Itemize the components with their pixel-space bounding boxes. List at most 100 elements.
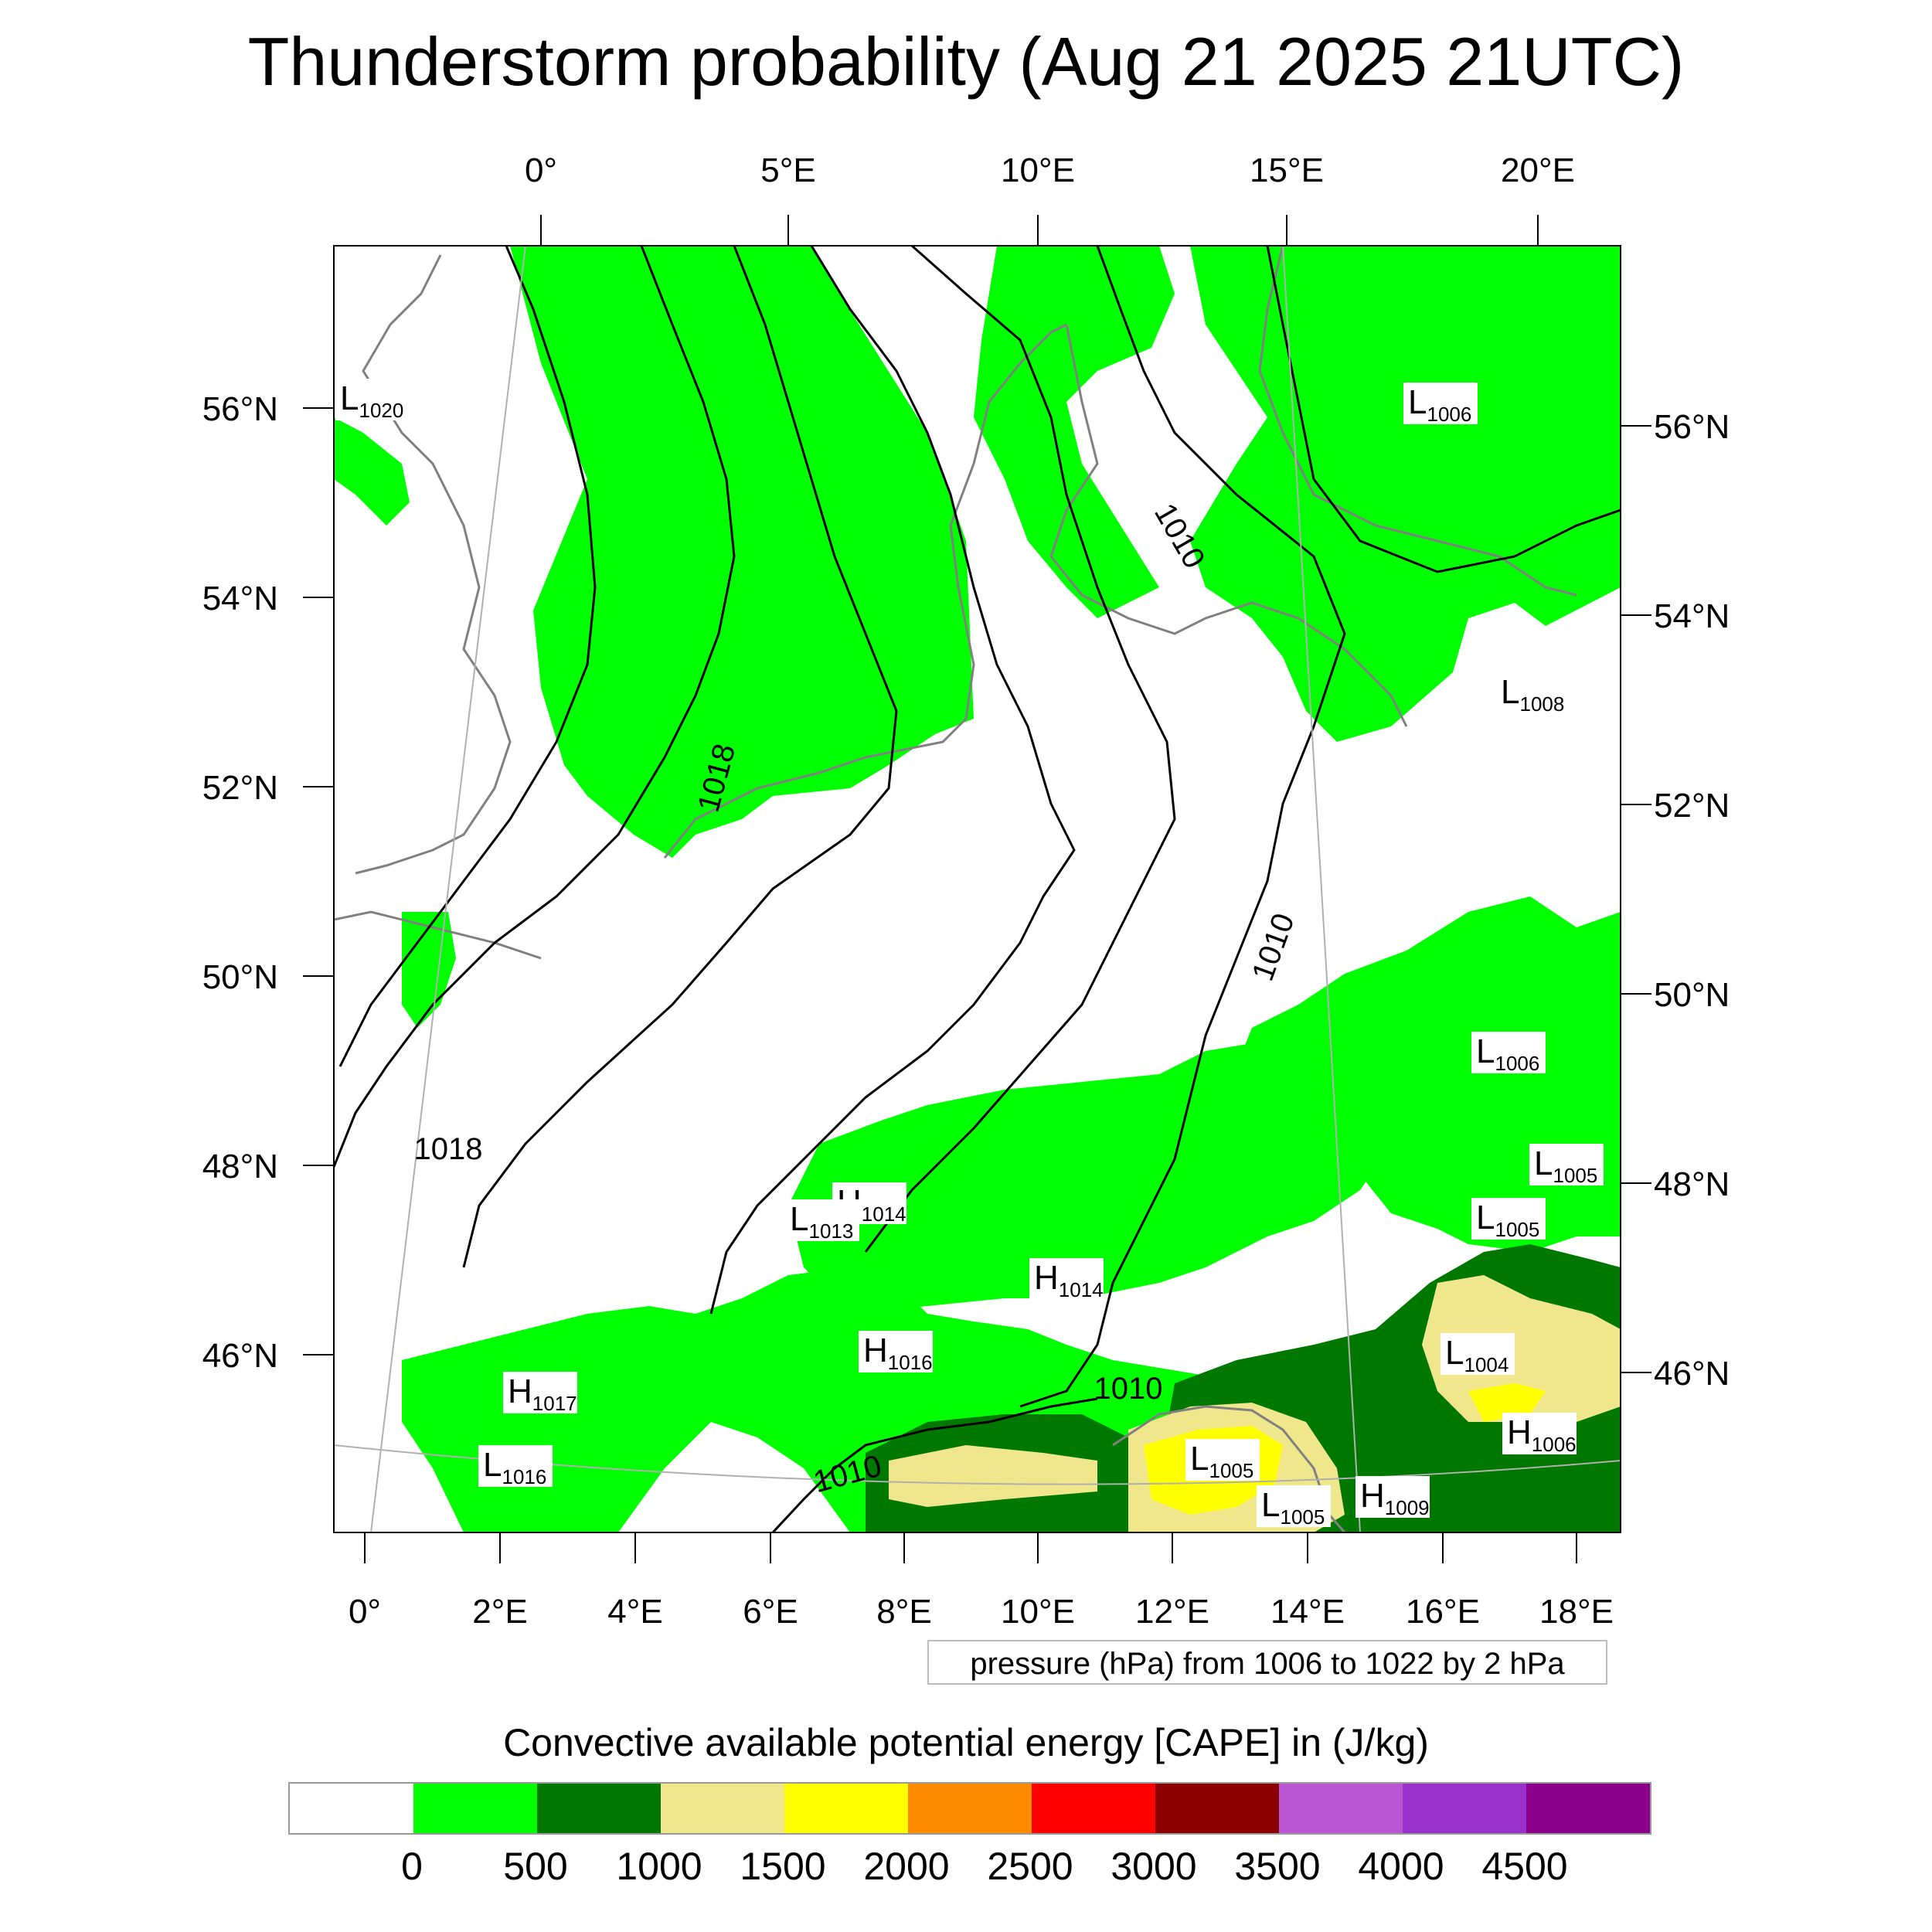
- top-lon-label: 10°E: [1001, 151, 1075, 189]
- colorbar-label: 1500: [740, 1845, 826, 1888]
- pressure-center-l: L1004: [1445, 1334, 1509, 1376]
- top-lon-label: 20°E: [1501, 151, 1575, 189]
- coastline-baltic-east: [1258, 246, 1577, 597]
- right-lat-label: 54°N: [1654, 597, 1730, 635]
- isobar-1016: [462, 246, 898, 1268]
- left-lat-label: 48°N: [202, 1148, 278, 1185]
- colorbar-box: [290, 1784, 413, 1833]
- pressure-center-box: [1355, 1476, 1430, 1518]
- colorbar-box: [537, 1784, 661, 1833]
- axis-ticks: [303, 215, 1651, 1563]
- pressure-center-h: H1014: [1034, 1259, 1104, 1301]
- colorbar-box: [1155, 1784, 1279, 1833]
- colorbar-label: 0: [401, 1845, 423, 1888]
- colorbar-box: [413, 1784, 537, 1833]
- colorbar-label: 1000: [616, 1845, 702, 1888]
- isobar-1010-south: [771, 1397, 1098, 1532]
- pressure-center-h: H1016: [863, 1332, 933, 1374]
- bottom-lon-labels: 0° 2°E 4°E 6°E 8°E 10°E 12°E 14°E 16°E 18°E: [349, 1593, 1614, 1631]
- bottom-lon-label: 14°E: [1270, 1593, 1345, 1631]
- isobar-label: 1010: [1246, 909, 1301, 985]
- top-lon-labels: 0° 5°E 10°E 15°E 20°E: [525, 151, 1575, 189]
- coastline-france: [334, 910, 542, 960]
- colorbar-box: [784, 1784, 908, 1833]
- pressure-center-l: L1013: [790, 1200, 853, 1243]
- bottom-lon-label: 2°E: [472, 1593, 527, 1631]
- left-lat-label: 46°N: [202, 1337, 278, 1375]
- right-lat-labels: 56°N 54°N 52°N 50°N 48°N 46°N: [1654, 408, 1730, 1393]
- bottom-lon-label: 0°: [349, 1593, 381, 1631]
- pressure-center-box: [1029, 1258, 1104, 1300]
- pressure-center-h: H1006: [1507, 1413, 1577, 1456]
- isobar-label: 1010: [1094, 1372, 1163, 1406]
- colorbar-box: [1403, 1784, 1526, 1833]
- bottom-lon-label: 18°E: [1539, 1593, 1614, 1631]
- right-lat-label: 46°N: [1654, 1355, 1730, 1393]
- right-lat-label: 52°N: [1654, 787, 1730, 825]
- isobar-1008: [1266, 246, 1621, 573]
- top-lon-label: 0°: [525, 151, 557, 189]
- cape-area-khaki-east: [1422, 1275, 1621, 1422]
- pressure-center-h: H1017: [508, 1372, 577, 1415]
- pressure-center-l: L1005: [1190, 1440, 1253, 1482]
- cape-colorbar: [288, 1782, 1651, 1835]
- isobar-1014: [709, 246, 1076, 1315]
- right-lat-label: 50°N: [1654, 976, 1730, 1014]
- pressure-center-box: [503, 1372, 577, 1413]
- colorbar-label: 500: [503, 1845, 568, 1888]
- pressure-center-l: L1008: [1501, 673, 1564, 716]
- map-frame: [333, 245, 1621, 1533]
- top-lon-label: 5°E: [760, 151, 815, 189]
- cape-area-khaki-po: [889, 1445, 1097, 1507]
- pressure-contour-note: pressure (hPa) from 1006 to 1022 by 2 hP…: [927, 1640, 1607, 1685]
- colorbar-box: [1032, 1784, 1155, 1833]
- colorbar-label: 3000: [1111, 1845, 1197, 1888]
- graticule-line: [370, 246, 526, 1532]
- coastline-continent: [663, 323, 1067, 859]
- coastlines: [334, 246, 1577, 1532]
- pressure-center-box: [335, 379, 410, 420]
- pressure-center-l: L1005: [1476, 1199, 1539, 1241]
- colorbar-label: 3500: [1234, 1845, 1321, 1888]
- bottom-lon-label: 4°E: [607, 1593, 662, 1631]
- right-lat-label: 48°N: [1654, 1165, 1730, 1203]
- cape-area-yellow-east: [1468, 1383, 1546, 1422]
- top-lon-label: 15°E: [1250, 151, 1324, 189]
- colorbar-box: [908, 1784, 1032, 1833]
- colorbar-label: 2500: [987, 1845, 1073, 1888]
- left-lat-labels: 56°N 54°N 52°N 50°N 48°N 46°N: [202, 390, 278, 1375]
- cape-area-poland: [1236, 896, 1621, 1252]
- pressure-center-h: H1009: [1360, 1477, 1430, 1519]
- pressure-center-box: [785, 1199, 859, 1241]
- isobar-label: 1018: [414, 1132, 483, 1166]
- cape-area-uk-patch: [334, 417, 410, 526]
- isobars: [334, 246, 1621, 1532]
- isobar-1010: [1019, 246, 1346, 1408]
- pressure-center-l: L1006: [1408, 383, 1471, 426]
- colorbar-box: [1526, 1784, 1650, 1833]
- pressure-center-box: [1529, 1144, 1604, 1185]
- right-lat-label: 56°N: [1654, 408, 1730, 446]
- isobar-1018: [338, 246, 597, 1067]
- cape-area-scandinavia: [974, 246, 1175, 618]
- pressure-center-box: [859, 1331, 933, 1372]
- pressure-center-box: [1496, 672, 1570, 714]
- pressure-center-l: L1016: [483, 1446, 546, 1488]
- cape-field: [334, 246, 1621, 1532]
- pressure-center-labels: L1020L1006L1008L1006L1005L1005H1014L1013…: [335, 379, 1604, 1529]
- pressure-center-box: [1471, 1032, 1546, 1073]
- colorbar-label: 2000: [863, 1845, 950, 1888]
- cape-area-baltic: [1190, 246, 1621, 742]
- bottom-lon-label: 16°E: [1406, 1593, 1480, 1631]
- pressure-center-l: L1005: [1534, 1145, 1597, 1187]
- pressure-center-box: [478, 1445, 553, 1487]
- pressure-center-box: [1403, 383, 1478, 424]
- colorbar-box: [1279, 1784, 1403, 1833]
- colorbar-label: 4500: [1481, 1845, 1568, 1888]
- isobar-1018-2: [334, 246, 736, 1168]
- pressure-center-box: [1257, 1485, 1331, 1527]
- pressure-center-box: [1471, 1198, 1546, 1240]
- pressure-center-box: [1502, 1413, 1577, 1454]
- graticule-line: [1282, 246, 1361, 1532]
